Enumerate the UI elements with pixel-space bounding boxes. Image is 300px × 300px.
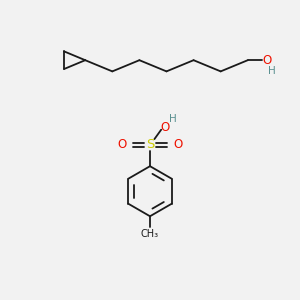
Text: O: O bbox=[118, 139, 127, 152]
Text: H: H bbox=[169, 114, 176, 124]
Text: O: O bbox=[173, 139, 182, 152]
Text: CH₃: CH₃ bbox=[141, 229, 159, 239]
Text: H: H bbox=[268, 66, 276, 76]
Text: O: O bbox=[263, 54, 272, 67]
Text: O: O bbox=[160, 122, 169, 134]
Text: S: S bbox=[146, 139, 154, 152]
